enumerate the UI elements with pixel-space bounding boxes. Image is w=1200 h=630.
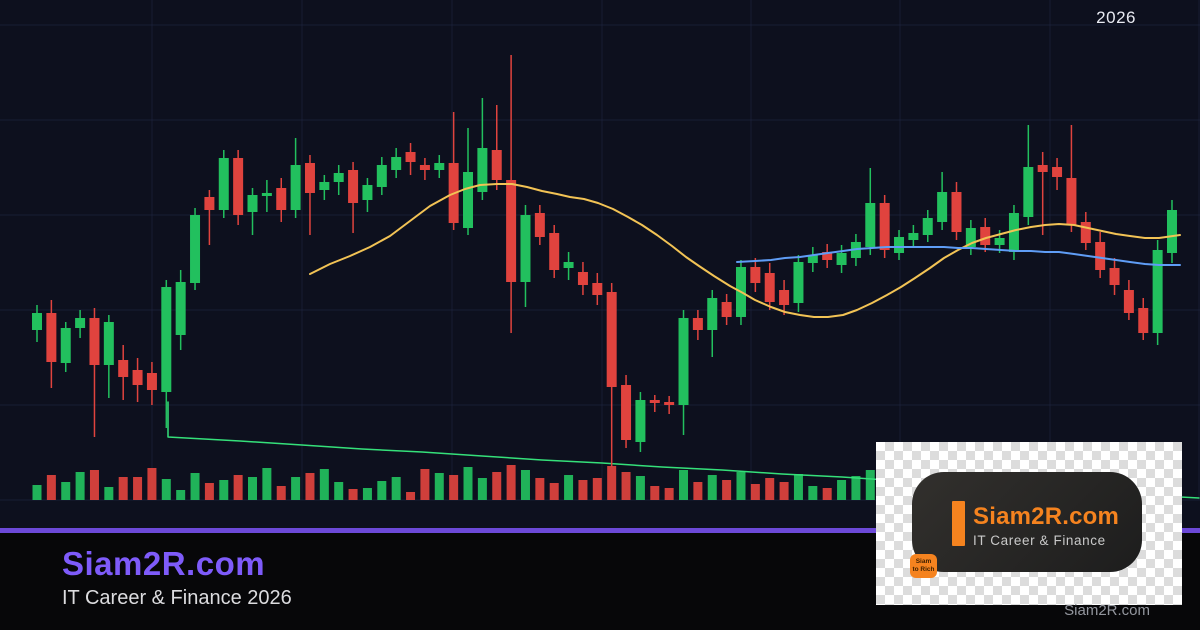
- card-subtitle: IT Career & Finance: [973, 533, 1106, 548]
- year-label: 2026: [1096, 8, 1136, 27]
- brand-bar-icon: [952, 501, 965, 546]
- badge-line2: to Rich: [912, 566, 935, 573]
- accent-divider: [0, 528, 1200, 533]
- footer-subtitle: IT Career & Finance 2026: [62, 587, 292, 609]
- promo-card: Siam2R.com IT Career & Finance Siam to R…: [876, 442, 1182, 605]
- candles-layer: [32, 55, 1177, 467]
- card-brand: Siam2R.com: [973, 503, 1120, 530]
- ma-lines-layer: [309, 183, 1181, 318]
- watermark: Siam2R.com: [1064, 602, 1150, 619]
- badge-line1: Siam: [915, 558, 932, 565]
- ma-slow-blue: [736, 246, 1181, 266]
- footer-brand: Siam2R.com: [62, 545, 266, 582]
- siam-to-rich-badge: Siam to Rich: [910, 554, 937, 578]
- ma-fast-yellow: [309, 183, 1181, 318]
- promo-pill: Siam2R.com IT Career & Finance: [912, 472, 1142, 572]
